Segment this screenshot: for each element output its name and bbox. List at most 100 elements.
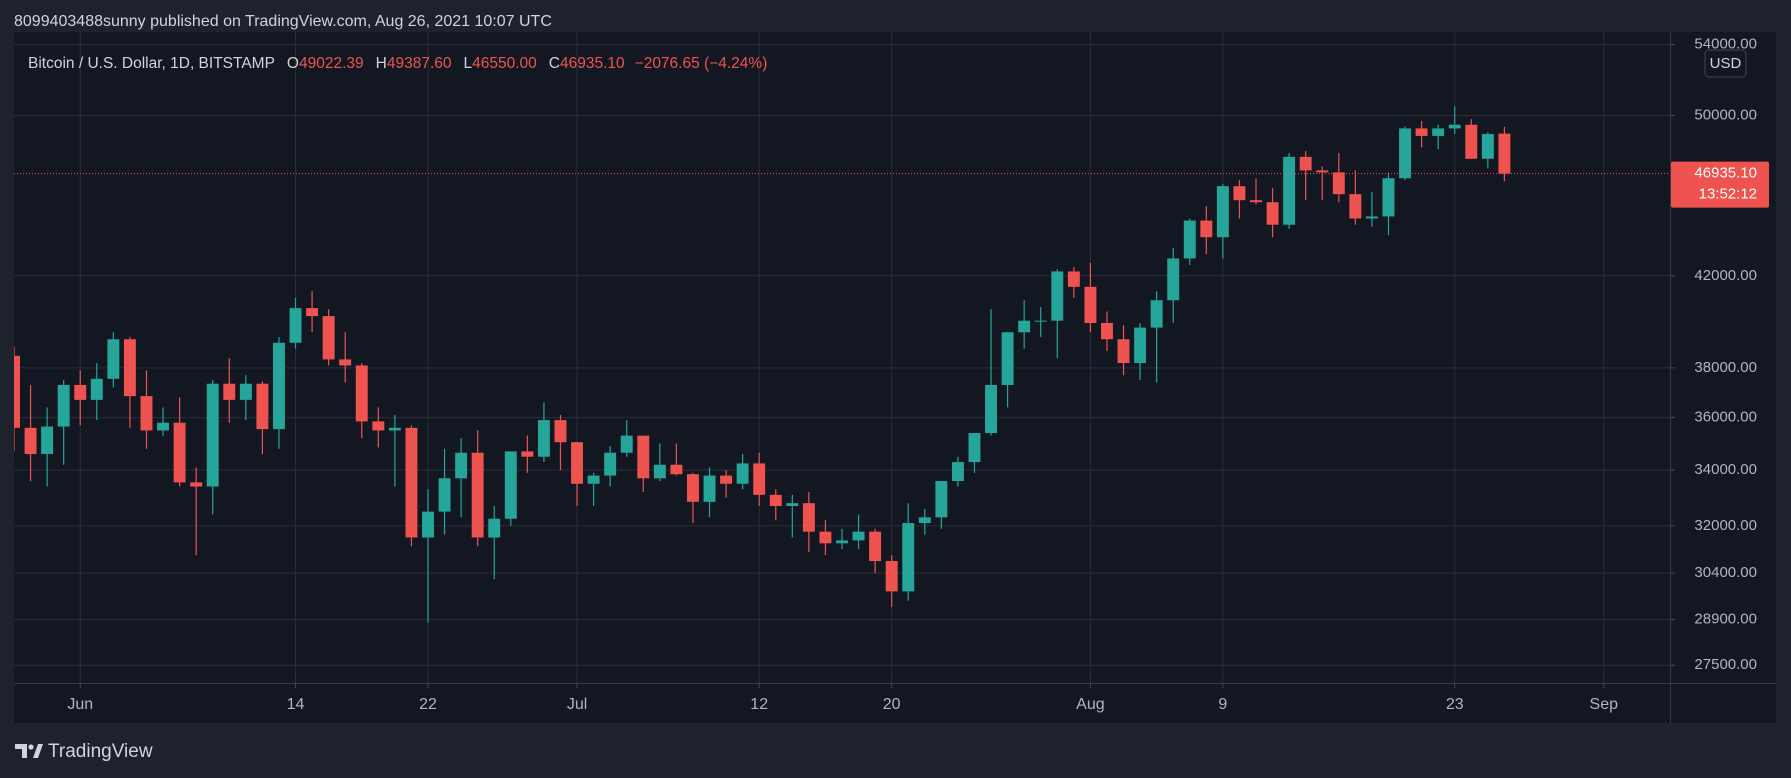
- candle-body: [1018, 320, 1031, 333]
- candle-body: [985, 384, 998, 434]
- candle-body: [571, 442, 584, 484]
- candle-body: [1051, 271, 1064, 321]
- candle-body: [471, 452, 484, 538]
- candle-body: [206, 383, 219, 487]
- candle-body: [1250, 200, 1262, 203]
- candle-body: [1283, 156, 1296, 225]
- candle-body: [422, 511, 434, 538]
- candle-body: [604, 452, 617, 476]
- candle-body: [504, 451, 517, 519]
- candle-body: [256, 383, 269, 430]
- candle-body: [488, 518, 501, 538]
- x-tick-label: 9: [1218, 696, 1227, 713]
- candle-body: [1183, 220, 1196, 259]
- candle-body: [306, 308, 319, 317]
- y-tick-label: 36000.00: [1694, 409, 1757, 426]
- change: −2076.65 (−4.24%): [635, 55, 768, 72]
- countdown: 13:52:12: [1699, 186, 1757, 203]
- x-tick-label: Aug: [1076, 696, 1104, 713]
- brand: TradingView: [48, 741, 153, 762]
- x-tick-label: 20: [883, 696, 901, 713]
- candle-body: [1134, 327, 1147, 364]
- candle-body: [537, 420, 550, 457]
- candle-body: [1365, 216, 1378, 219]
- y-tick-label: 42000.00: [1694, 267, 1757, 284]
- candle-body: [1233, 186, 1246, 201]
- candle-body: [1067, 271, 1080, 287]
- legend: Bitcoin / U.S. Dollar, 1D, BITSTAMP O4902…: [28, 55, 767, 72]
- ohlc-value: 46550.00: [472, 55, 537, 72]
- plot: [14, 106, 1670, 623]
- candle-body: [836, 540, 848, 544]
- logo-mark: [15, 744, 27, 758]
- last-price-label: 46935.10: [1694, 165, 1757, 182]
- candle-body: [107, 339, 120, 379]
- candle-body: [1498, 133, 1511, 174]
- publish-info: 8099403488sunny published on TradingView…: [14, 13, 552, 30]
- y-tick-label: 38000.00: [1694, 359, 1757, 376]
- candle-body: [272, 342, 285, 430]
- candle-body: [935, 481, 948, 518]
- candle-body: [1117, 339, 1130, 364]
- y-tick-label: 27500.00: [1694, 656, 1757, 673]
- symbol: Bitcoin / U.S. Dollar, 1D, BITSTAMP: [28, 55, 275, 72]
- y-tick-label: 34000.00: [1694, 461, 1757, 478]
- candle-body: [587, 475, 600, 484]
- currency-label: USD: [1710, 55, 1742, 72]
- ohlc-label: C: [549, 55, 560, 72]
- candle-body: [339, 359, 352, 366]
- candle-body: [90, 378, 103, 400]
- candle-body: [57, 384, 70, 427]
- candle-body: [885, 561, 898, 592]
- candle-body: [620, 435, 633, 453]
- candle-body: [157, 422, 170, 431]
- y-tick-label: 50000.00: [1694, 106, 1757, 123]
- x-tick-label: Jul: [567, 696, 587, 713]
- ohlc-label: H: [376, 55, 387, 72]
- candle-body: [753, 463, 766, 495]
- x-tick-label: 23: [1446, 696, 1464, 713]
- candle-body: [637, 435, 650, 479]
- candle-body: [1216, 186, 1229, 238]
- footer-logo: TradingView: [15, 741, 153, 762]
- candle-body: [173, 422, 186, 483]
- ohlc-value: 46935.10: [560, 55, 625, 72]
- candle-body: [951, 462, 964, 482]
- x-tick-label: Sep: [1590, 696, 1619, 713]
- candle-body: [1167, 258, 1180, 301]
- candle-body: [190, 482, 203, 487]
- y-tick-label: 30400.00: [1694, 564, 1757, 581]
- ohlc-label: L: [464, 55, 473, 72]
- candle-body: [74, 384, 87, 400]
- candle-body: [239, 383, 252, 400]
- candle-body: [703, 475, 716, 502]
- candle-body: [140, 396, 153, 431]
- candle-body: [1415, 128, 1428, 136]
- candle-body: [769, 494, 782, 506]
- candle-body: [1001, 332, 1014, 385]
- last-price-box: [1671, 161, 1769, 208]
- candle-body: [1150, 300, 1163, 328]
- candle-body: [455, 452, 468, 479]
- candle-body: [322, 316, 335, 360]
- candle-body: [1299, 156, 1312, 171]
- candle-body: [41, 426, 54, 455]
- candle-body: [968, 433, 981, 463]
- candle-body: [802, 503, 815, 532]
- logo-dot: [28, 744, 34, 750]
- candle-body: [1399, 128, 1412, 179]
- candle-body: [372, 421, 385, 431]
- candle-body: [1432, 128, 1445, 136]
- candle-body: [14, 355, 20, 428]
- candle-body: [388, 427, 401, 431]
- candle-body: [902, 523, 915, 592]
- ohlc-value: 49387.60: [387, 55, 452, 72]
- candle-body: [686, 474, 699, 502]
- candle-body: [819, 531, 832, 544]
- candle-body: [670, 464, 683, 475]
- ohlc-label: O: [287, 55, 299, 72]
- candle-body: [1349, 194, 1362, 219]
- candle-body: [786, 503, 799, 506]
